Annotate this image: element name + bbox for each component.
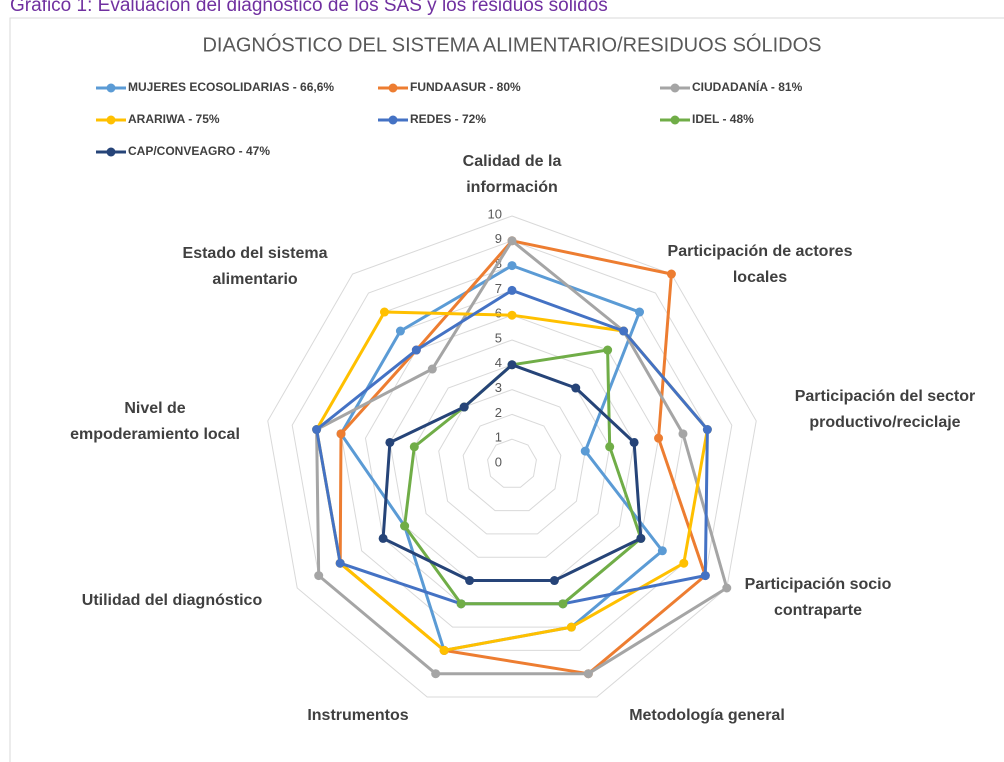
- legend-marker: [106, 147, 116, 157]
- legend-label: MUJERES ECOSOLIDARIAS - 66,6%: [128, 80, 334, 94]
- series-point: [427, 364, 437, 374]
- series-point: [636, 533, 646, 543]
- series-point: [411, 345, 421, 355]
- r-tick-label: 0: [495, 454, 502, 469]
- r-tick-label: 1: [495, 430, 502, 445]
- r-tick-label: 7: [495, 281, 502, 296]
- series-point: [702, 425, 712, 435]
- series-point: [409, 442, 419, 452]
- legend-label: ARARIWA - 75%: [128, 112, 220, 126]
- legend-marker: [388, 115, 398, 125]
- series-line: [381, 363, 643, 582]
- r-tick-label: 10: [488, 206, 502, 221]
- series-point: [571, 383, 581, 393]
- r-tick-label: 9: [495, 231, 502, 246]
- series-point: [507, 310, 517, 320]
- category-label: Nivel de empoderamiento local: [70, 400, 240, 443]
- chart-border: [9, 17, 1004, 762]
- series-point: [385, 437, 395, 447]
- series-line: [403, 348, 643, 606]
- series-line: [315, 239, 729, 676]
- series-point: [456, 599, 466, 609]
- series-point: [666, 269, 676, 279]
- series-point: [619, 326, 629, 336]
- series-point: [431, 669, 441, 679]
- category-label: Calidad de la información: [463, 153, 562, 196]
- grid-ring: [487, 438, 537, 488]
- grid-ring: [413, 364, 611, 558]
- series-point: [312, 425, 322, 435]
- category-label: Participación de actores locales: [668, 243, 853, 286]
- legend-label: REDES - 72%: [410, 112, 486, 126]
- series-point: [507, 236, 517, 246]
- grid-ring: [389, 339, 635, 582]
- series-point: [603, 345, 613, 355]
- series-point: [657, 546, 667, 556]
- series-point: [507, 360, 517, 370]
- series-point: [507, 261, 517, 271]
- category-label: Metodología general: [629, 707, 785, 724]
- series-point: [459, 402, 469, 412]
- chart-title: DIAGNÓSTICO DEL SISTEMA ALIMENTARIO/RESI…: [202, 33, 821, 56]
- series-point: [314, 571, 324, 581]
- legend-marker: [106, 83, 116, 93]
- heading: Gráfico 1: Evaluación del diagnóstico de…: [10, 0, 608, 16]
- series-point: [335, 558, 345, 568]
- category-label: Participación del sector productivo/recic…: [795, 388, 976, 431]
- r-tick-label: 6: [495, 306, 502, 321]
- series-point: [549, 576, 559, 586]
- legend-marker: [388, 83, 398, 93]
- series-point: [583, 669, 593, 679]
- series-point: [678, 429, 688, 439]
- series-point: [379, 307, 389, 317]
- legend-marker: [106, 115, 116, 125]
- grid-ring: [267, 215, 757, 698]
- legend-label: CIUDADANÍA - 81%: [692, 79, 803, 94]
- series-point: [395, 326, 405, 336]
- r-tick-label: 5: [495, 330, 502, 345]
- grid-ring: [438, 389, 586, 535]
- r-tick-label: 2: [495, 405, 502, 420]
- legend-marker: [670, 83, 680, 93]
- category-label: Instrumentos: [307, 707, 408, 724]
- legend-label: CAP/CONVEAGRO - 47%: [128, 144, 270, 158]
- category-label: Utilidad del diagnóstico: [82, 592, 263, 609]
- series-line: [338, 239, 707, 676]
- series-point: [558, 599, 568, 609]
- category-label: Estado del sistema alimentario: [183, 245, 328, 288]
- series-point: [605, 442, 615, 452]
- category-label: Participación socio contraparte: [745, 576, 892, 619]
- series-point: [439, 645, 449, 655]
- grid-ring: [462, 413, 562, 512]
- series-point: [700, 571, 710, 581]
- r-tick-label: 4: [495, 355, 502, 370]
- legend-label: IDEL - 48%: [692, 112, 754, 126]
- series-point: [566, 622, 576, 632]
- series-point: [722, 583, 732, 593]
- series-point: [400, 521, 410, 531]
- series-point: [507, 285, 517, 295]
- series-point: [635, 307, 645, 317]
- series-point: [378, 533, 388, 543]
- series-point: [679, 558, 689, 568]
- series-point: [465, 576, 475, 586]
- legend-marker: [670, 115, 680, 125]
- series-point: [654, 433, 664, 443]
- legend-label: FUNDAASUR - 80%: [410, 80, 521, 94]
- series-point: [580, 446, 590, 456]
- series-point: [336, 429, 346, 439]
- r-tick-label: 3: [495, 380, 502, 395]
- series-point: [629, 437, 639, 447]
